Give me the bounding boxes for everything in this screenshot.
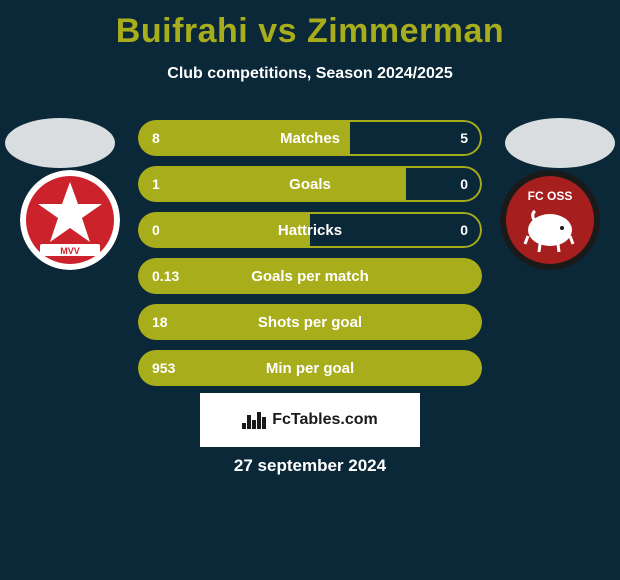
team-badge-left: MVV	[20, 170, 120, 270]
bar-chart-icon	[242, 411, 266, 429]
team-badge-right: FC OSS	[500, 170, 600, 270]
stat-value-right: 5	[460, 120, 468, 156]
stat-row: 0.13Goals per match	[138, 258, 482, 294]
stat-label: Matches	[138, 120, 482, 156]
page-title: Buifrahi vs Zimmerman	[0, 0, 620, 51]
stat-label: Hattricks	[138, 212, 482, 248]
brand-badge[interactable]: FcTables.com	[200, 393, 420, 447]
stat-value-right: 0	[460, 166, 468, 202]
date-label: 27 september 2024	[0, 456, 620, 476]
stat-value-right: 0	[460, 212, 468, 248]
subtitle: Club competitions, Season 2024/2025	[0, 65, 620, 83]
stat-row: 18Shots per goal	[138, 304, 482, 340]
fcoss-crest-icon: FC OSS	[500, 170, 600, 270]
brand-label: FcTables.com	[272, 411, 378, 429]
player-avatar-left	[5, 118, 115, 168]
stat-label: Goals	[138, 166, 482, 202]
stat-label: Min per goal	[138, 350, 482, 386]
stat-row: 8Matches5	[138, 120, 482, 156]
player-avatar-right	[505, 118, 615, 168]
svg-text:FC OSS: FC OSS	[528, 189, 573, 203]
stat-label: Shots per goal	[138, 304, 482, 340]
stat-row: 0Hattricks0	[138, 212, 482, 248]
stat-label: Goals per match	[138, 258, 482, 294]
mvv-crest-icon: MVV	[20, 170, 120, 270]
stat-row: 1Goals0	[138, 166, 482, 202]
stat-row: 953Min per goal	[138, 350, 482, 386]
svg-text:MVV: MVV	[60, 246, 80, 256]
stats-container: 8Matches51Goals00Hattricks00.13Goals per…	[138, 120, 482, 396]
